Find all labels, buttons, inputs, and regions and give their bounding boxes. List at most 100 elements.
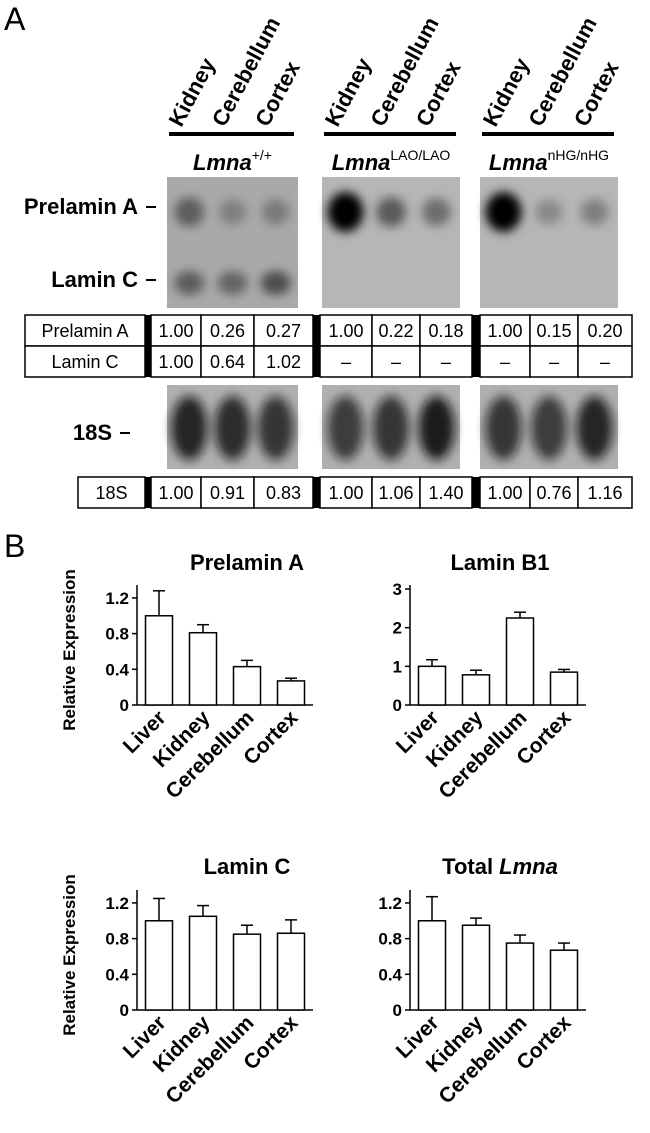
bar xyxy=(188,631,218,706)
y-tick-label: 1.2 xyxy=(105,589,129,608)
table-value: 1.00 xyxy=(487,321,522,341)
blot-band xyxy=(174,271,205,295)
y-tick-label: 0.8 xyxy=(378,930,402,949)
chart-title: Prelamin A xyxy=(190,550,304,575)
table-value: 0.20 xyxy=(587,321,622,341)
blot-band xyxy=(214,396,251,460)
bar xyxy=(417,665,447,706)
table-cell xyxy=(419,314,473,347)
blot-band xyxy=(373,396,409,460)
table-cell xyxy=(77,476,146,509)
genotype-superscript: LAO/LAO xyxy=(390,147,450,163)
table-value: 1.00 xyxy=(487,483,522,503)
y-tick-label: 2 xyxy=(393,619,402,638)
y-tick-label: 3 xyxy=(393,580,402,599)
bar xyxy=(461,924,491,1011)
gene: Lmna xyxy=(193,150,252,175)
table-separator xyxy=(472,315,480,377)
table-separator xyxy=(313,477,320,508)
y-axis-label: Relative Expression xyxy=(60,874,79,1036)
chart-title: Lamin B1 xyxy=(450,550,549,575)
chart-title: Total Lmna xyxy=(442,854,558,879)
blot-band xyxy=(171,396,208,460)
genotype-superscript: nHG/nHG xyxy=(548,147,609,163)
bar xyxy=(276,932,306,1011)
blot-band xyxy=(485,192,522,232)
y-tick-label: 0 xyxy=(120,1001,129,1020)
table-value: 0.15 xyxy=(536,321,571,341)
table-cell xyxy=(200,476,255,509)
y-tick-label: 1.2 xyxy=(378,894,402,913)
bar xyxy=(232,665,262,706)
bar xyxy=(417,920,447,1011)
table-value: 0.18 xyxy=(428,321,463,341)
table-value: 1.00 xyxy=(158,483,193,503)
table-value: – xyxy=(441,352,451,372)
table-cell xyxy=(479,314,531,347)
table-value: 1.00 xyxy=(328,321,363,341)
blot-band xyxy=(327,396,364,460)
table-value: 1.02 xyxy=(266,352,301,372)
table-value: 0.76 xyxy=(536,483,571,503)
blot-band xyxy=(422,198,451,226)
bar xyxy=(188,915,218,1011)
y-tick-label: 0.4 xyxy=(378,965,402,984)
table-cell xyxy=(577,345,633,378)
y-tick-label: 0.4 xyxy=(105,965,129,984)
y-tick-label: 0 xyxy=(120,696,129,715)
blot-band xyxy=(418,396,455,460)
blot-band xyxy=(485,396,522,460)
gene: Lmna xyxy=(332,150,391,175)
table-separator xyxy=(313,315,320,377)
blot-band xyxy=(327,192,364,232)
title-part: Total xyxy=(442,854,499,879)
y-tick-label: 0 xyxy=(393,1001,402,1020)
bar xyxy=(144,615,174,706)
table-cell xyxy=(419,476,473,509)
table-value: 0.27 xyxy=(266,321,301,341)
blot-band xyxy=(174,197,204,227)
row-label: Lamin C xyxy=(51,352,118,372)
table-cell xyxy=(479,476,531,509)
table-cell xyxy=(577,314,633,347)
genotype-superscript: +/+ xyxy=(252,147,272,163)
table-cell xyxy=(150,345,202,378)
bar xyxy=(276,680,306,706)
table-separator xyxy=(472,477,480,508)
table-value: – xyxy=(341,352,351,372)
table-value: – xyxy=(600,352,610,372)
table-value: 0.22 xyxy=(378,321,413,341)
table-cell xyxy=(253,476,314,509)
table-cell xyxy=(150,476,202,509)
row-label: Prelamin A xyxy=(41,321,128,341)
panel-label: B xyxy=(4,528,25,564)
genotype: LmnanHG/nHG xyxy=(489,147,609,175)
blot-band xyxy=(376,197,406,227)
gene: Lmna xyxy=(489,150,548,175)
table-value: 0.91 xyxy=(210,483,245,503)
band-label: Prelamin A xyxy=(24,194,138,219)
table-cell xyxy=(24,345,146,378)
blot-band xyxy=(257,396,294,460)
blot-band xyxy=(262,199,290,225)
y-tick-label: 0.4 xyxy=(105,660,129,679)
table-value: 0.64 xyxy=(210,352,245,372)
table-value: – xyxy=(391,352,401,372)
bar xyxy=(461,674,491,706)
bar xyxy=(505,617,535,706)
table-value: – xyxy=(549,352,559,372)
table-value: 1.40 xyxy=(428,483,463,503)
blot-band xyxy=(580,199,609,225)
title-part: Lmna xyxy=(499,854,558,879)
blot-band xyxy=(531,396,567,460)
blot-band xyxy=(219,199,246,225)
table-value: 0.26 xyxy=(210,321,245,341)
y-axis-label: Relative Expression xyxy=(60,569,79,731)
table-value: 1.06 xyxy=(378,483,413,503)
blot-band xyxy=(217,271,248,295)
table-cell xyxy=(479,345,531,378)
y-tick-label: 0 xyxy=(393,696,402,715)
row-label: 18S xyxy=(95,483,127,503)
y-tick-label: 0.8 xyxy=(105,930,129,949)
blot-band xyxy=(260,271,291,295)
